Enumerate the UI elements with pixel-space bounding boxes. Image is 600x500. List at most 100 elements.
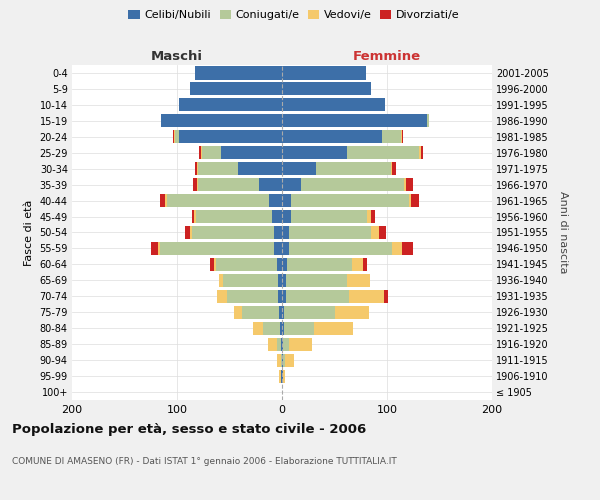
Bar [406, 178, 413, 191]
Bar [238, 162, 282, 175]
Bar [371, 210, 376, 223]
Bar [217, 290, 227, 303]
Bar [277, 354, 281, 366]
Legend: Celibi/Nubili, Coniugati/e, Vedovi/e, Divorziati/e: Celibi/Nubili, Coniugati/e, Vedovi/e, Di… [124, 6, 464, 25]
Bar [209, 258, 214, 271]
Bar [202, 146, 221, 160]
Bar [190, 226, 192, 239]
Bar [198, 162, 238, 175]
Bar [259, 178, 282, 191]
Bar [274, 226, 282, 239]
Bar [173, 130, 174, 143]
Bar [179, 98, 282, 112]
Bar [199, 146, 201, 160]
Bar [282, 290, 286, 303]
Bar [301, 178, 404, 191]
Bar [271, 210, 282, 223]
Bar [194, 210, 196, 223]
Bar [282, 210, 292, 223]
Bar [281, 354, 282, 366]
Bar [285, 354, 293, 366]
Bar [198, 178, 259, 191]
Bar [268, 338, 277, 350]
Bar [277, 338, 281, 350]
Text: Maschi: Maschi [151, 50, 203, 64]
Bar [160, 194, 166, 207]
Bar [401, 130, 402, 143]
Bar [384, 290, 388, 303]
Y-axis label: Anni di nascita: Anni di nascita [559, 191, 568, 274]
Bar [160, 242, 274, 255]
Bar [379, 226, 386, 239]
Bar [421, 146, 422, 160]
Bar [193, 178, 197, 191]
Bar [195, 162, 197, 175]
Bar [282, 82, 371, 96]
Bar [402, 130, 403, 143]
Bar [402, 242, 413, 255]
Bar [282, 114, 427, 128]
Bar [281, 338, 282, 350]
Bar [167, 194, 269, 207]
Bar [223, 274, 278, 287]
Bar [363, 258, 367, 271]
Bar [282, 226, 289, 239]
Bar [175, 130, 179, 143]
Bar [427, 114, 429, 128]
Bar [282, 146, 347, 160]
Bar [347, 274, 370, 287]
Bar [283, 354, 285, 366]
Bar [282, 178, 301, 191]
Bar [279, 370, 281, 382]
Bar [347, 146, 419, 160]
Bar [282, 162, 316, 175]
Bar [314, 322, 353, 335]
Bar [289, 226, 371, 239]
Bar [287, 258, 352, 271]
Bar [221, 146, 282, 160]
Bar [158, 242, 160, 255]
Bar [185, 226, 190, 239]
Bar [197, 178, 198, 191]
Bar [216, 258, 277, 271]
Bar [411, 194, 419, 207]
Bar [278, 290, 282, 303]
Bar [391, 162, 392, 175]
Bar [282, 338, 283, 350]
Bar [289, 338, 313, 350]
Bar [196, 210, 271, 223]
Bar [214, 258, 216, 271]
Bar [274, 242, 282, 255]
Bar [197, 162, 198, 175]
Bar [201, 146, 202, 160]
Bar [282, 306, 284, 319]
Bar [419, 146, 421, 160]
Bar [253, 322, 263, 335]
Bar [282, 66, 366, 80]
Y-axis label: Fasce di età: Fasce di età [24, 200, 34, 266]
Bar [219, 274, 223, 287]
Bar [392, 242, 402, 255]
Bar [282, 98, 385, 112]
Text: COMUNE DI AMASENO (FR) - Dati ISTAT 1° gennaio 2006 - Elaborazione TUTTITALIA.IT: COMUNE DI AMASENO (FR) - Dati ISTAT 1° g… [12, 458, 397, 466]
Bar [227, 290, 278, 303]
Bar [192, 226, 274, 239]
Bar [349, 290, 384, 303]
Bar [282, 274, 286, 287]
Bar [242, 306, 279, 319]
Bar [286, 274, 347, 287]
Bar [283, 338, 289, 350]
Bar [282, 194, 292, 207]
Bar [286, 290, 349, 303]
Bar [292, 210, 367, 223]
Bar [195, 66, 282, 80]
Bar [282, 354, 283, 366]
Bar [179, 130, 282, 143]
Text: Femmine: Femmine [353, 50, 421, 64]
Bar [269, 194, 282, 207]
Bar [352, 258, 363, 271]
Bar [392, 162, 397, 175]
Bar [382, 130, 401, 143]
Bar [409, 194, 411, 207]
Bar [371, 226, 379, 239]
